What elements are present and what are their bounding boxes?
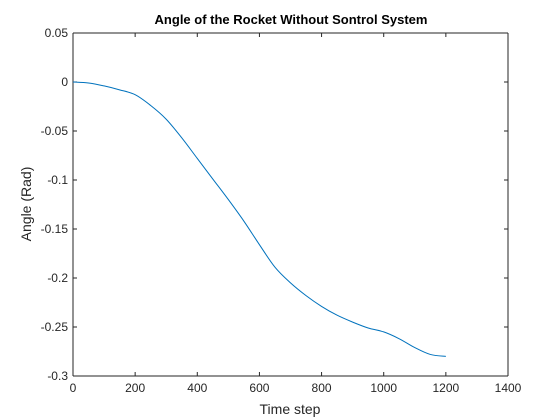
y-tick-label: 0.05 — [45, 26, 69, 40]
y-tick-label: 0 — [61, 75, 68, 89]
x-tick-label: 200 — [125, 381, 145, 395]
y-tick-label: -0.05 — [41, 124, 69, 138]
plot-area: 0 200 400 600 800 1000 1200 1400 0.05 0 -0.05 -0.1… — [41, 26, 522, 395]
x-axis-label: Time step — [260, 401, 321, 417]
y-tick-label: -0.3 — [47, 369, 68, 383]
y-ticks: 0.05 0 -0.05 -0.1 -0.15 -0.2 -0.25 -0.3 — [41, 26, 508, 383]
x-tick-label: 400 — [187, 381, 207, 395]
x-tick-label: 1000 — [370, 381, 397, 395]
y-tick-label: -0.1 — [47, 173, 68, 187]
x-tick-label: 1200 — [433, 381, 460, 395]
series-line — [72, 81, 446, 357]
x-tick-label: 1400 — [495, 381, 522, 395]
y-tick-label: -0.2 — [47, 271, 68, 285]
y-tick-label: -0.15 — [41, 222, 69, 236]
x-tick-label: 0 — [70, 381, 77, 395]
x-tick-label: 800 — [312, 381, 332, 395]
chart-title: Angle of the Rocket Without Sontrol Syst… — [155, 12, 428, 27]
x-tick-label: 600 — [249, 381, 269, 395]
series-layer — [72, 81, 446, 357]
x-ticks: 0 200 400 600 800 1000 1200 1400 — [70, 33, 522, 395]
y-tick-label: -0.25 — [41, 320, 69, 334]
y-axis-label: Angle (Rad) — [18, 167, 34, 242]
